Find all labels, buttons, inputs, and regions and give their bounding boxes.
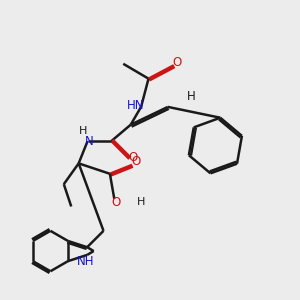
Text: H: H: [79, 126, 87, 136]
Text: O: O: [173, 56, 182, 69]
Text: N: N: [85, 135, 93, 148]
Text: NH: NH: [77, 255, 94, 268]
Text: HN: HN: [127, 99, 145, 112]
Text: O: O: [131, 155, 140, 168]
Text: H: H: [187, 90, 196, 103]
Text: H: H: [137, 197, 145, 207]
Text: O: O: [128, 151, 137, 164]
Text: O: O: [111, 196, 120, 208]
